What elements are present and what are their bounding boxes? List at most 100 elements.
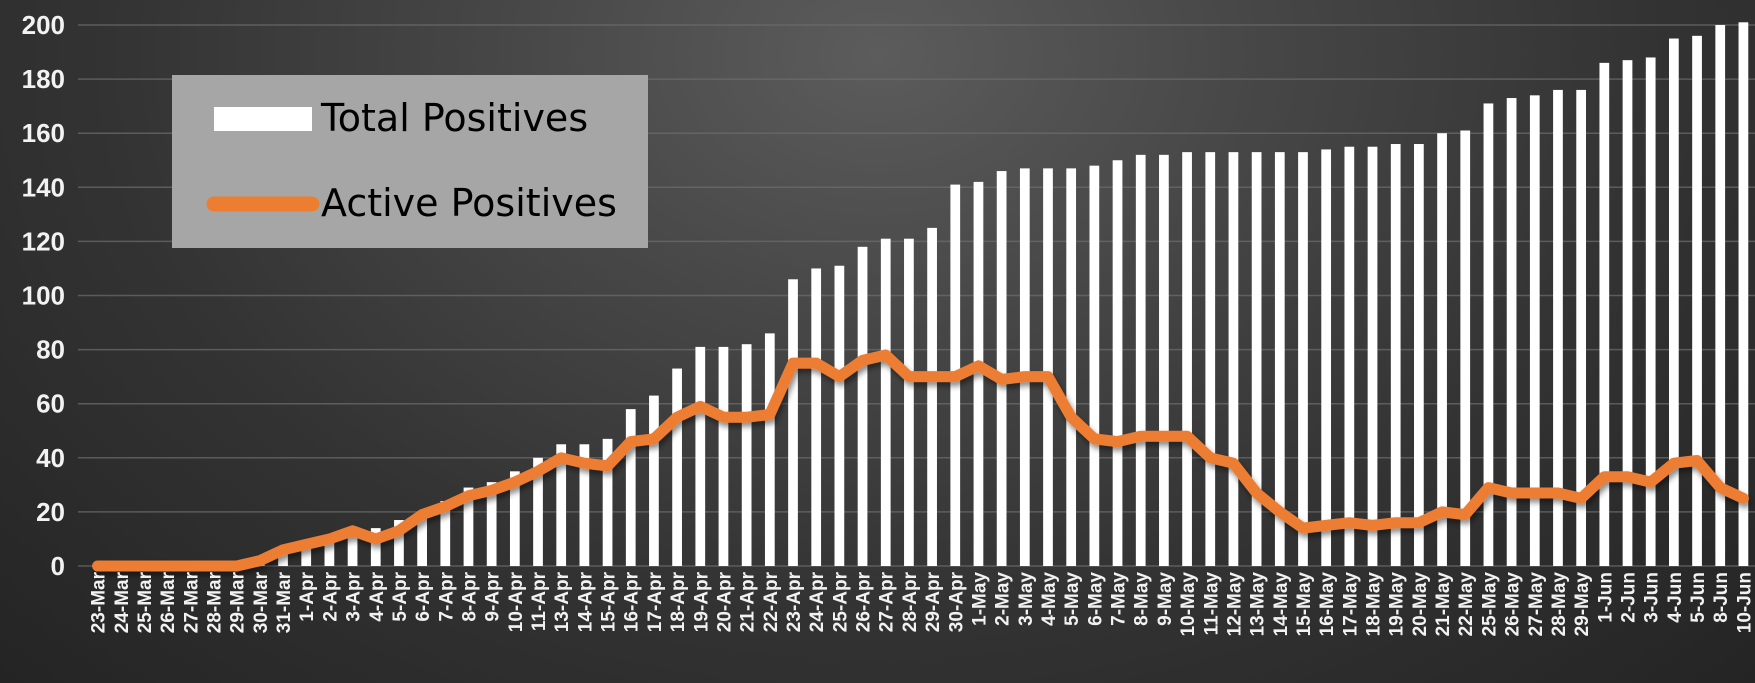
bar [834,265,845,566]
line-point [954,376,956,378]
line-point [1256,492,1258,494]
y-tick-label: 100 [22,281,65,311]
line-point [491,489,493,491]
x-axis: 23-Mar 24-Mar 25-Mar 26-Mar 27-Mar 28-Mar 29-M… [89,571,1755,636]
bar [695,346,706,566]
line-point [676,416,678,418]
bar [1460,130,1471,566]
x-tick-label: 29-Apr [923,571,944,632]
bar [904,238,914,566]
bar [1367,146,1378,566]
x-tick-label: 20-May [1410,572,1431,637]
bar [1692,35,1702,566]
x-tick-label: 2-May [993,572,1014,626]
line-point [1140,435,1142,437]
line-point [1557,492,1559,494]
y-tick-label: 60 [36,389,65,419]
y-tick-label: 200 [22,10,65,40]
line-point [560,457,562,459]
line-point [467,495,469,497]
bar [347,530,358,566]
line-point [653,438,655,440]
bar [1483,103,1494,566]
x-tick-label: 1-May [969,572,990,626]
bar [1182,152,1192,566]
bar [1321,149,1332,566]
x-tick-label: 28-Apr [900,571,921,632]
x-tick-label: 17-May [1340,572,1361,637]
bar [533,457,543,566]
line-point [1464,514,1466,516]
line-point [143,565,145,567]
bar [1390,144,1401,566]
bar [1599,62,1610,567]
x-tick-label: 10-Apr [506,571,527,632]
bar [1298,152,1308,566]
bar [1553,89,1563,567]
bar [1043,168,1053,567]
y-tick-label: 120 [22,226,65,256]
line-point [1673,462,1675,464]
bar [1228,152,1239,566]
line-point [444,505,446,507]
x-tick-label: 9-Apr [483,571,504,621]
line-point [1348,522,1350,524]
x-tick-label: 16-May [1317,572,1338,637]
x-tick-label: 3-Jun [1642,572,1663,623]
bar [672,368,682,566]
x-tick-label: 31-Mar [274,571,295,633]
line-point [1372,524,1374,526]
x-tick-label: 10-Jun [1734,572,1755,633]
line-point [352,530,354,532]
bar [509,471,520,566]
x-tick-label: 11-May [1201,572,1222,636]
x-tick-label: 25-Apr [830,571,851,632]
line-point [212,565,214,567]
bar [394,520,404,566]
x-tick-label: 30-Apr [946,571,967,632]
bar [370,528,381,566]
x-tick-label: 2-Apr [320,571,341,621]
x-tick-label: 28-May [1549,572,1570,637]
x-tick-label: 7-May [1109,572,1130,626]
x-tick-label: 19-Apr [691,571,712,632]
line-point [607,465,609,467]
line-point [722,416,724,418]
bar [324,538,335,566]
x-tick-label: 22-Apr [761,571,782,632]
line-point [1627,476,1629,478]
line-series-active-positives [92,349,1749,572]
bar [556,444,567,566]
line-point [1047,376,1049,378]
line-point [699,405,701,407]
line-point [977,365,979,367]
x-tick-label: 25-Mar [135,571,156,633]
bar [579,444,590,566]
line-point [1395,522,1397,524]
x-tick-label: 3-May [1016,572,1037,626]
x-tick-label: 14-Apr [575,571,596,632]
bar [996,171,1007,566]
line-point [838,376,840,378]
x-tick-label: 30-Mar [251,571,272,633]
line-point [1163,435,1165,437]
bar [1251,152,1262,566]
bar [1205,152,1216,566]
line-point [537,470,539,472]
bar [973,181,984,566]
bar [1669,38,1679,566]
bar [764,333,775,566]
legend-swatch-total-positives [214,107,312,131]
line-point [908,376,910,378]
line-point [1186,435,1188,437]
bar [1645,57,1656,567]
line-point [815,362,817,364]
line-point [1441,511,1443,513]
line-active-positives [92,349,1749,572]
x-tick-label: 13-May [1248,572,1269,637]
bar [1135,154,1146,566]
line-point [1580,497,1582,499]
x-tick-label: 5-Apr [390,571,411,621]
x-tick-label: 11-Apr [529,571,550,631]
bar [1019,168,1030,567]
